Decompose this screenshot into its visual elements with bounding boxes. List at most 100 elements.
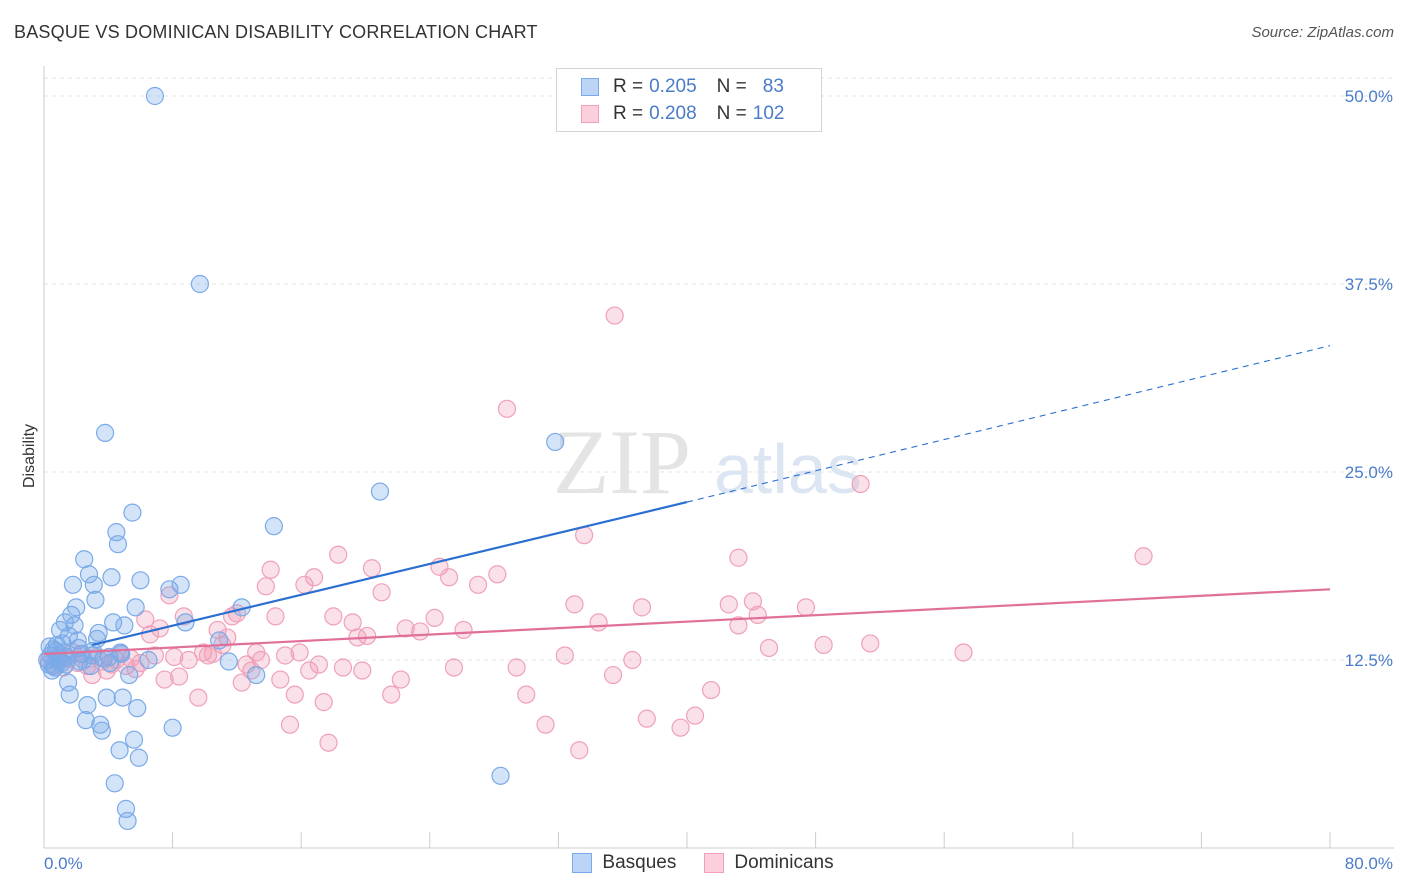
dominicans-point (565, 595, 584, 614)
dominicans-point (329, 545, 348, 564)
legend-n-value: 83 (762, 76, 784, 97)
basques-point (139, 650, 158, 670)
legend-label-basques: Basques (602, 852, 677, 873)
dominicans-point (179, 650, 198, 670)
dominicans-point (796, 598, 816, 617)
legend-row-dominicans: R = 0.208 N = 102 (581, 102, 784, 126)
dominicans-point (743, 592, 763, 611)
legend-swatch-basques (581, 78, 599, 96)
legend-item-basques[interactable]: Basques (572, 852, 676, 874)
basques-point (68, 631, 87, 650)
basques-point (108, 535, 128, 554)
basques-point (79, 565, 99, 584)
chart-source: Source: ZipAtlas.com (1251, 24, 1394, 41)
dominicans-point (861, 634, 880, 653)
y-tick-label: 50.0% (1345, 87, 1393, 106)
basques-trend-extension (686, 345, 1331, 503)
watermark-zip: ZIP (553, 411, 691, 513)
dominicans-point (719, 595, 738, 614)
legend-r-label: R = (613, 103, 644, 124)
dominicans-point (358, 626, 377, 646)
tick-labels: 12.5% 25.0% 37.5% 50.0% 0.0% 80.0% (44, 87, 1393, 873)
basques-point (129, 748, 148, 767)
trend-lines (43, 345, 1331, 656)
dominicans-point (954, 643, 973, 662)
basques-point (110, 741, 129, 760)
legend-label-dominicans: Dominicans (734, 852, 834, 873)
basques-point (126, 598, 145, 617)
dominicans-point (276, 646, 295, 665)
dominicans-point (189, 688, 208, 707)
basques-point (111, 643, 130, 662)
basques-point (60, 685, 79, 704)
legend-r-label: R = (613, 76, 644, 97)
legend-n-value: 102 (752, 103, 785, 124)
y-tick-label: 37.5% (1345, 275, 1393, 294)
dominicans-point (300, 661, 319, 680)
dominicans-point (439, 568, 459, 587)
dominicans-point (702, 680, 721, 700)
legend-swatch-dominicans (704, 853, 725, 873)
basques-point (131, 571, 150, 590)
dominicans-point (232, 673, 251, 692)
x-tick-label: 0.0% (44, 854, 83, 873)
basques-point (105, 774, 124, 793)
basques-point (92, 721, 111, 740)
y-tick-label: 12.5% (1345, 651, 1393, 670)
dominicans-point (319, 733, 338, 752)
basques-point (104, 613, 123, 632)
dominicans-point (1134, 547, 1153, 566)
basques-point (128, 699, 147, 718)
basques-point (370, 482, 390, 501)
basques-point (91, 715, 110, 734)
grid-lines (44, 77, 1394, 661)
legend-item-dominicans[interactable]: Dominicans (704, 852, 834, 874)
basques-point (95, 423, 115, 442)
basques-trend-line (91, 501, 688, 647)
dominicans-point (759, 638, 779, 658)
watermark: ZIP atlas (553, 411, 862, 513)
basques-point (65, 616, 84, 635)
basques-point (120, 665, 139, 685)
basques-point (97, 688, 116, 707)
legend-r-value: 0.205 (649, 76, 697, 97)
dominicans-points (39, 306, 1153, 760)
basques-point (123, 503, 142, 522)
dominicans-point (671, 718, 690, 737)
basques-point (56, 655, 75, 674)
dominicans-point (194, 643, 213, 662)
dominicans-point (517, 685, 536, 704)
basques-point (219, 652, 238, 671)
basques-point (86, 590, 105, 609)
basques-point (247, 665, 266, 685)
dominicans-point (251, 650, 271, 670)
basques-point (160, 580, 179, 599)
dominicans-point (632, 598, 652, 617)
dominicans-point (372, 583, 391, 602)
dominicans-point (353, 661, 372, 680)
dominicans-point (256, 577, 275, 596)
basques-point (102, 568, 121, 587)
basques-point (491, 766, 510, 785)
dominicans-point (155, 670, 174, 689)
dominicans-point (280, 715, 300, 734)
basques-point (113, 688, 132, 707)
basques-point (124, 730, 144, 749)
correlation-legend: R = 0.205 N = 83 R = 0.208 N = 102 (556, 68, 822, 132)
basques-point (118, 811, 137, 831)
legend-r-value: 0.208 (649, 103, 697, 124)
dominicans-point (444, 658, 464, 677)
dominicans-point (497, 399, 517, 418)
basques-point (75, 550, 94, 569)
basques-point (145, 86, 165, 106)
basques-point (264, 517, 283, 536)
dominicans-point (324, 607, 343, 626)
basques-point (115, 616, 134, 635)
dominicans-point (488, 565, 507, 584)
basques-point (76, 711, 95, 730)
dominicans-point (174, 607, 193, 626)
dominicans-point (603, 665, 623, 685)
dominicans-point (169, 667, 189, 686)
dominicans-point (685, 706, 705, 725)
dominicans-point (589, 613, 608, 632)
